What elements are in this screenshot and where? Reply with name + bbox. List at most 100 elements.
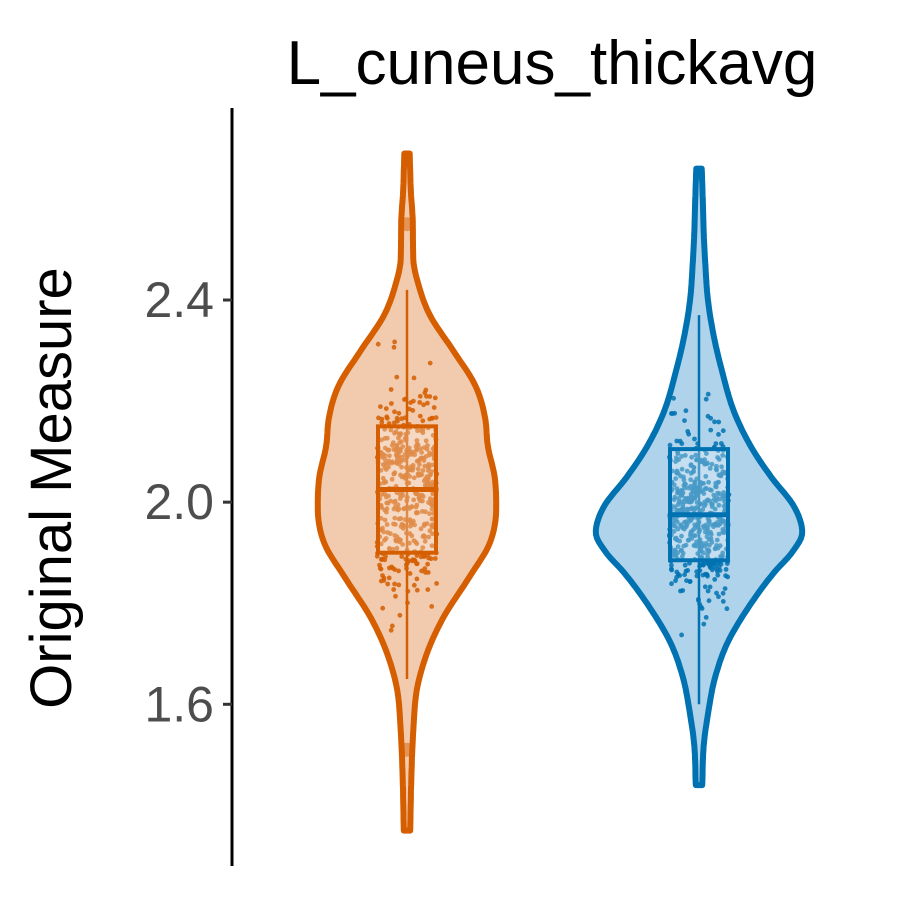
data-point: [377, 562, 382, 568]
data-point: [707, 487, 713, 493]
data-point: [679, 533, 684, 539]
data-point: [394, 545, 400, 551]
data-point: [393, 522, 398, 527]
data-point: [429, 501, 435, 507]
data-point: [434, 581, 439, 586]
data-point: [424, 521, 430, 526]
data-point: [430, 479, 435, 485]
data-point: [701, 621, 707, 627]
y-tick-label: 1.6: [144, 676, 214, 732]
data-point: [715, 480, 721, 485]
data-point: [415, 442, 421, 448]
data-point: [719, 464, 724, 470]
data-point: [390, 440, 396, 446]
data-point: [701, 503, 707, 509]
data-point: [674, 569, 680, 575]
data-point: [721, 528, 727, 534]
data-point: [715, 490, 721, 496]
data-point: [383, 554, 388, 559]
data-point: [717, 568, 723, 573]
data-point: [399, 554, 405, 559]
data-point: [392, 515, 398, 521]
data-point: [703, 615, 709, 620]
data-point: [421, 478, 427, 484]
data-point: [674, 486, 680, 491]
data-point: [688, 531, 694, 536]
data-point: [378, 566, 384, 572]
data-point: [382, 465, 388, 470]
data-point: [693, 452, 699, 458]
data-point: [381, 529, 386, 535]
data-point: [682, 453, 688, 458]
data-point: [702, 584, 708, 590]
data-point: [418, 526, 424, 532]
data-point: [374, 553, 380, 559]
data-point: [386, 447, 392, 453]
data-point: [688, 462, 694, 467]
data-point: [395, 502, 401, 508]
data-point: [426, 476, 431, 481]
data-point: [414, 561, 419, 567]
data-point: [389, 476, 395, 482]
data-point: [395, 418, 400, 424]
data-point: [408, 400, 413, 405]
data-point: [411, 497, 417, 503]
data-point: [416, 471, 422, 477]
data-point: [679, 492, 685, 498]
data-point: [392, 409, 397, 415]
data-point: [415, 466, 421, 472]
data-point: [414, 438, 420, 443]
data-point: [425, 443, 430, 448]
data-point: [394, 374, 400, 380]
jitter-points: [667, 391, 732, 638]
data-point: [391, 499, 397, 505]
data-point: [423, 570, 428, 575]
data-point: [419, 568, 424, 574]
data-point: [716, 502, 722, 508]
data-point: [420, 418, 426, 424]
data-point: [382, 517, 388, 523]
data-point: [706, 518, 712, 524]
data-point: [669, 562, 674, 568]
y-tick-label: 2.4: [144, 272, 214, 328]
data-point: [380, 605, 386, 611]
data-point: [420, 468, 426, 473]
box-iqr: [668, 447, 730, 563]
data-point: [427, 360, 433, 366]
data-point: [674, 508, 679, 513]
data-point: [720, 428, 726, 434]
data-point: [676, 499, 682, 505]
data-point: [714, 590, 719, 596]
data-point: [709, 539, 715, 545]
data-point: [709, 501, 715, 507]
data-point: [420, 545, 426, 550]
data-point: [433, 415, 439, 420]
data-point: [419, 450, 424, 455]
data-point: [427, 416, 433, 422]
data-point: [386, 493, 391, 499]
data-point: [393, 538, 399, 544]
data-point: [671, 497, 677, 502]
data-point: [671, 529, 677, 534]
data-point: [722, 586, 728, 591]
data-point: [679, 466, 685, 472]
data-point: [414, 587, 420, 593]
data-point: [409, 558, 415, 564]
data-point: [707, 584, 713, 590]
data-point: [717, 496, 723, 502]
data-point: [705, 525, 710, 530]
data-point: [719, 554, 725, 560]
data-point: [707, 466, 713, 471]
data-point: [694, 543, 699, 549]
data-point: [418, 446, 423, 451]
data-point: [393, 593, 398, 599]
data-point: [709, 567, 715, 573]
data-point: [388, 627, 394, 633]
data-point: [679, 548, 684, 553]
y-axis-ticks: 1.6 2.0 2.4: [144, 272, 232, 732]
data-point: [708, 529, 713, 535]
data-point: [384, 522, 390, 527]
data-point: [425, 400, 430, 406]
data-point: [391, 506, 397, 512]
data-point: [671, 395, 676, 401]
